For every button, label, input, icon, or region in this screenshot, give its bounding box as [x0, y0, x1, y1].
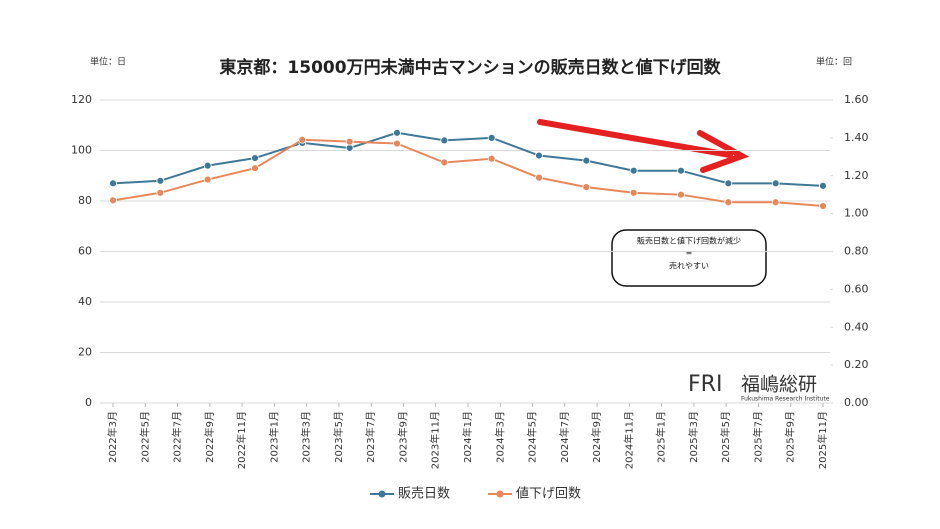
point: [819, 181, 827, 190]
point: [677, 190, 685, 199]
point: [156, 188, 165, 197]
x-tick-label: 2022年9月: [203, 411, 216, 463]
x-tick-label: 2022年3月: [106, 411, 119, 463]
annotation-box: [611, 229, 767, 287]
y2-tick-label: 0.00: [844, 396, 869, 409]
point: [535, 173, 543, 182]
point: [629, 188, 638, 197]
point: [298, 135, 307, 144]
annotation: =: [686, 249, 693, 258]
point: [535, 151, 543, 160]
logo-sub: Fukushima Research Institute: [741, 396, 830, 403]
y2-tick-label: 1.20: [844, 169, 869, 182]
y-unit: 単位：日: [90, 56, 126, 68]
x-tick-label: 2024年9月: [590, 411, 603, 463]
x-tick-label: 2025年1月: [655, 411, 668, 463]
logo-name: 福嶋総研: [741, 374, 817, 396]
point: [819, 202, 827, 210]
y2-tick-label: 0.60: [844, 282, 869, 295]
point: [203, 175, 212, 184]
legend-marker: [378, 490, 386, 498]
point: [393, 139, 401, 148]
point: [582, 156, 591, 165]
y-tick-label: 0: [85, 396, 92, 409]
y2-tick-label: 1.40: [844, 131, 869, 144]
legend-label: 販売日数: [398, 486, 450, 502]
x-tick-label: 2025年5月: [719, 411, 732, 463]
y-tick-label: 80: [78, 194, 92, 207]
point: [203, 161, 212, 170]
point: [771, 198, 780, 207]
y2-unit: 単位：回: [816, 56, 852, 68]
arrow: [537, 119, 750, 173]
point: [582, 183, 591, 192]
point: [109, 179, 117, 188]
x-tick-label: 2022年7月: [171, 411, 184, 463]
point: [109, 196, 117, 205]
annotation: 売れやすい: [669, 261, 709, 271]
line: [112, 138, 824, 208]
point: [251, 154, 259, 162]
x-tick-label: 2023年1月: [267, 411, 280, 463]
y-tick-label: 40: [78, 295, 92, 308]
y-tick-label: 120: [71, 93, 92, 106]
x-tick-label: 2025年7月: [751, 411, 764, 463]
x-tick-label: 2022年11月: [235, 411, 248, 469]
point: [440, 158, 449, 167]
y-tick-label: 100: [71, 144, 92, 157]
x-tick-label: 2024年11月: [622, 411, 635, 469]
logo-mark: FRI: [688, 372, 722, 397]
y2-tick-label: 1.00: [844, 207, 869, 220]
x-tick-label: 2023年3月: [300, 411, 313, 463]
point: [629, 166, 638, 175]
line: [112, 131, 824, 187]
x-tick-label: 2024年5月: [526, 411, 539, 463]
y-tick-label: 60: [78, 245, 92, 258]
point: [487, 154, 496, 163]
legend-marker: [496, 490, 504, 498]
y2-tick-label: 0.20: [844, 358, 869, 371]
x-tick-label: 2023年5月: [332, 411, 345, 463]
point: [251, 164, 259, 173]
point: [156, 176, 165, 185]
x-tick-label: 2025年9月: [784, 411, 797, 463]
chart-title: 東京都：15000万円未満中古マンションの販売日数と値下げ回数: [219, 57, 721, 78]
point: [771, 179, 780, 188]
y2-tick-label: 1.60: [844, 93, 869, 106]
x-tick-label: 2024年7月: [558, 411, 571, 463]
x-tick-label: 2024年3月: [493, 411, 506, 463]
point: [345, 137, 354, 146]
x-tick-label: 2025年3月: [687, 411, 700, 463]
point: [487, 133, 496, 142]
x-tick-label: 2023年11月: [429, 411, 442, 469]
x-tick-label: 2023年9月: [396, 411, 409, 463]
y2-tick-label: 0.80: [844, 245, 869, 258]
point: [724, 179, 733, 188]
y2-tick-label: 0.40: [844, 320, 869, 333]
x-tick-label: 2022年5月: [138, 411, 151, 463]
legend-label: 値下げ回数: [516, 486, 581, 502]
x-tick-label: 2025年11月: [816, 411, 829, 469]
point: [677, 166, 685, 175]
y-tick-label: 20: [78, 346, 92, 359]
x-tick-label: 2023年7月: [364, 411, 377, 463]
point: [724, 198, 733, 207]
x-tick-label: 2024年1月: [461, 411, 474, 463]
annotation: 販売日数と値下げ回数が減少: [637, 236, 741, 246]
point: [393, 128, 401, 137]
point: [440, 136, 449, 145]
